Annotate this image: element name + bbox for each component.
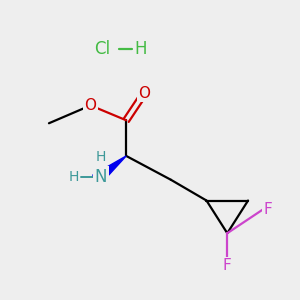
Text: O: O — [85, 98, 97, 113]
Text: Cl: Cl — [94, 40, 110, 58]
Text: O: O — [138, 86, 150, 101]
Text: H: H — [96, 150, 106, 164]
Polygon shape — [93, 156, 126, 184]
Text: F: F — [263, 202, 272, 217]
Text: H: H — [68, 170, 79, 184]
Text: N: N — [95, 168, 107, 186]
Text: H: H — [135, 40, 147, 58]
Text: F: F — [223, 258, 232, 273]
